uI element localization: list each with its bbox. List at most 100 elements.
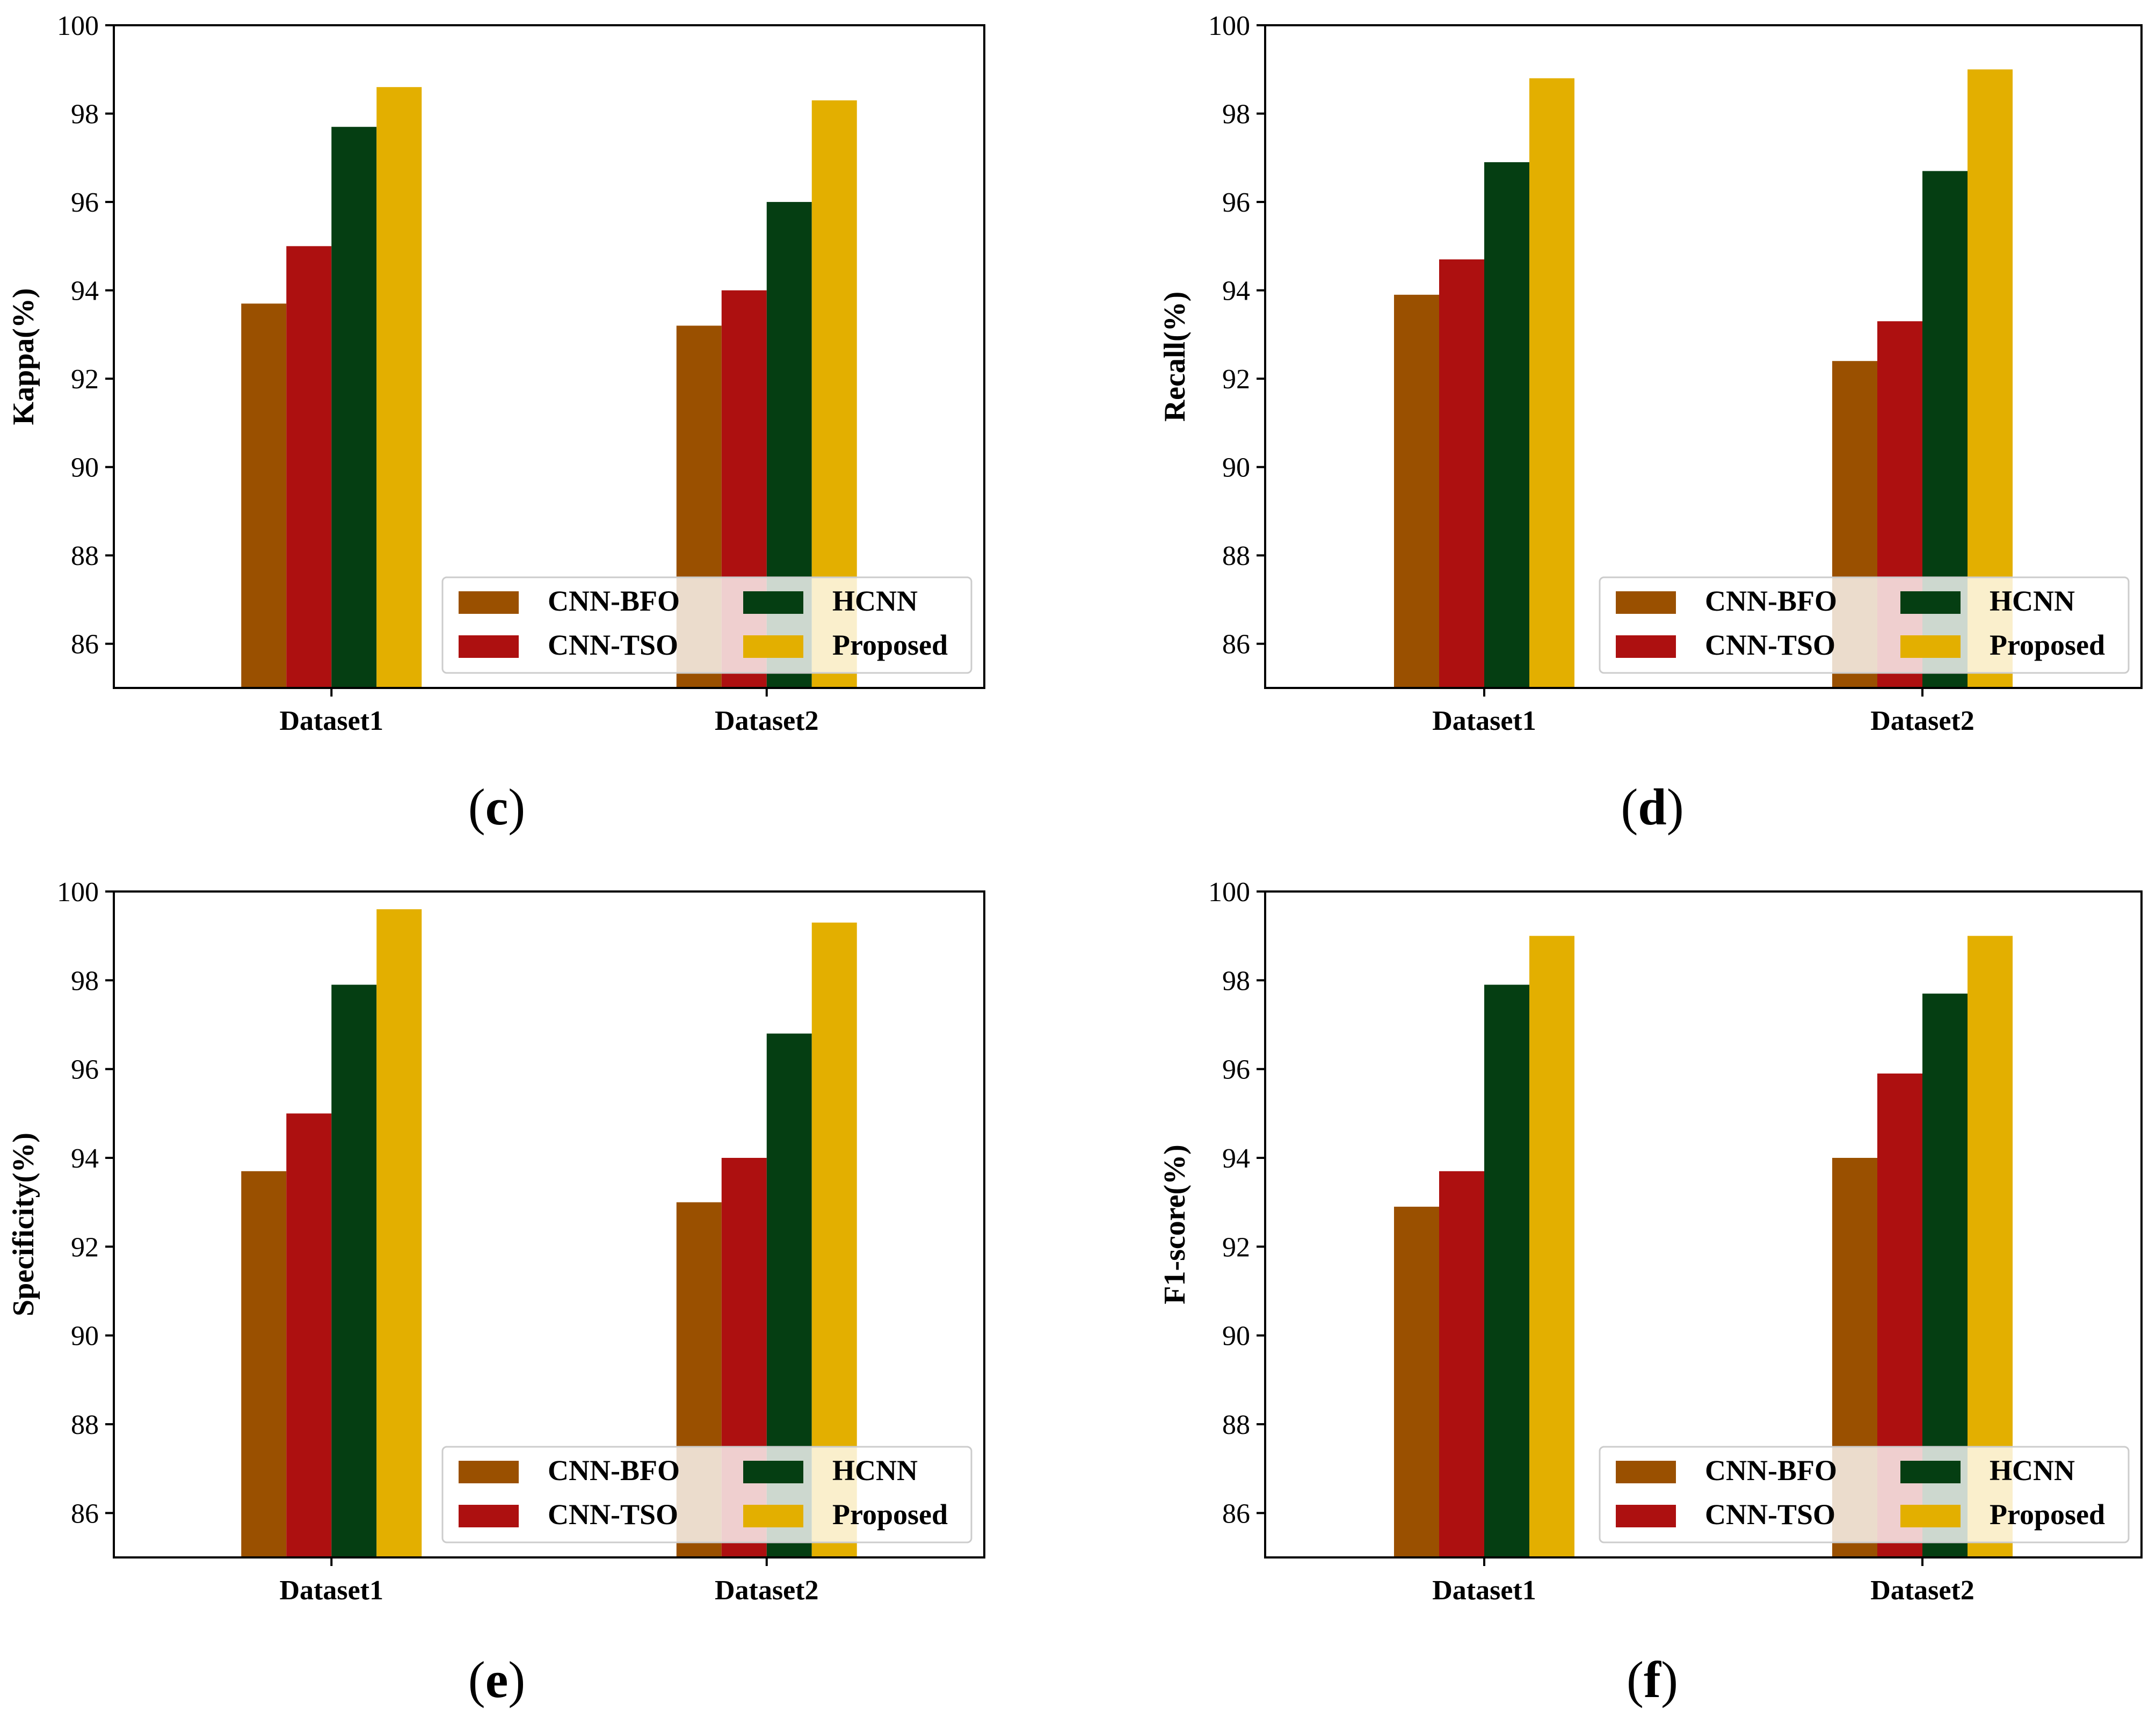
y-tick-label: 88 bbox=[1222, 541, 1250, 571]
legend-label-cnn-tso: CNN-TSO bbox=[1705, 1498, 1835, 1531]
panel-label-letter: c bbox=[485, 778, 509, 836]
y-tick-label: 92 bbox=[71, 1232, 99, 1263]
chart-panel-d: CNN-BFO CNN-TSO HCNN Proposed 86 88 90 92 94 96 98… bbox=[1158, 11, 2143, 836]
y-tick-label: 96 bbox=[1222, 187, 1250, 218]
bar-cnn-bfo-dataset1 bbox=[1394, 1206, 1439, 1557]
y-tick-label: 100 bbox=[57, 11, 99, 41]
panel-label: (c) bbox=[468, 778, 526, 836]
bar-hcnn-dataset1 bbox=[331, 127, 377, 688]
y-tick-label: 90 bbox=[71, 1321, 99, 1352]
y-tick-label: 100 bbox=[1208, 11, 1250, 41]
legend-swatch-hcnn bbox=[743, 1461, 803, 1483]
bar-cnn-tso-dataset1 bbox=[1439, 1171, 1484, 1557]
y-tick-label: 96 bbox=[1222, 1055, 1250, 1085]
legend-label-cnn-tso: CNN-TSO bbox=[548, 629, 678, 661]
bar-cnn-tso-dataset1 bbox=[1439, 259, 1484, 688]
y-tick-label: 92 bbox=[1222, 1232, 1250, 1263]
legend-swatch-proposed bbox=[1900, 1505, 1961, 1527]
legend-frame bbox=[441, 576, 972, 674]
y-tick-label: 94 bbox=[1222, 276, 1250, 307]
panel-label: (e) bbox=[468, 1651, 526, 1708]
y-tick-label: 90 bbox=[1222, 1321, 1250, 1352]
y-tick-label: 96 bbox=[71, 1055, 99, 1085]
bar-cnn-bfo-dataset1 bbox=[1394, 294, 1439, 688]
legend-label-cnn-tso: CNN-TSO bbox=[548, 1498, 678, 1531]
chart-panel-c: CNN-BFO CNN-TSO HCNN Proposed 86 88 90 92 94 96 98… bbox=[7, 11, 985, 836]
panel-label-open-paren: ( bbox=[1627, 1651, 1644, 1708]
y-tick-label: 86 bbox=[71, 1498, 99, 1529]
y-tick-label: 92 bbox=[1222, 364, 1250, 395]
bar-cnn-bfo-dataset1 bbox=[241, 303, 287, 688]
legend-label-proposed: Proposed bbox=[832, 1498, 948, 1531]
bar-proposed-dataset1 bbox=[1529, 78, 1574, 688]
legend-label-cnn-tso: CNN-TSO bbox=[1705, 629, 1835, 661]
x-tick-label-dataset1: Dataset1 bbox=[279, 706, 383, 736]
x-tick-label-dataset2: Dataset2 bbox=[715, 706, 819, 736]
legend-swatch-hcnn bbox=[1900, 591, 1961, 614]
y-tick-label: 94 bbox=[71, 1143, 99, 1174]
y-tick-label: 90 bbox=[1222, 453, 1250, 483]
legend: CNN-BFO CNN-TSO HCNN Proposed bbox=[441, 1446, 972, 1543]
legend: CNN-BFO CNN-TSO HCNN Proposed bbox=[1599, 576, 2130, 674]
x-tick-label-dataset2: Dataset2 bbox=[1870, 1575, 1974, 1606]
y-tick-label: 86 bbox=[71, 629, 99, 660]
x-tick-label-dataset1: Dataset1 bbox=[1432, 1575, 1536, 1606]
panel-label-letter: f bbox=[1644, 1651, 1661, 1708]
panel-label-open-paren: ( bbox=[468, 778, 485, 836]
y-axis-label: Kappa(%) bbox=[7, 288, 40, 425]
legend-swatch-cnn-tso bbox=[1616, 635, 1676, 658]
bar-proposed-dataset1 bbox=[376, 909, 422, 1557]
panel-label-close-paren: ) bbox=[1661, 1651, 1678, 1708]
legend-frame bbox=[1599, 576, 2130, 674]
y-tick-label: 100 bbox=[1208, 877, 1250, 908]
axes-frame bbox=[113, 890, 985, 1558]
legend-swatch-cnn-bfo bbox=[1616, 1461, 1676, 1483]
legend-label-proposed: Proposed bbox=[832, 629, 948, 661]
legend-swatch-cnn-tso bbox=[1616, 1505, 1676, 1527]
y-tick-label: 98 bbox=[1222, 966, 1250, 996]
legend-swatch-cnn-tso bbox=[459, 1505, 519, 1527]
y-tick-label: 88 bbox=[71, 541, 99, 571]
legend-label-proposed: Proposed bbox=[1990, 629, 2105, 661]
x-tick-label-dataset1: Dataset1 bbox=[279, 1575, 383, 1606]
panel-label-letter: d bbox=[1638, 778, 1666, 836]
legend-label-hcnn: HCNN bbox=[832, 585, 918, 617]
legend-frame bbox=[1599, 1446, 2130, 1543]
panel-label-open-paren: ( bbox=[468, 1651, 485, 1708]
bar-proposed-dataset1 bbox=[376, 87, 422, 688]
axes-frame bbox=[1264, 890, 2143, 1558]
legend-swatch-hcnn bbox=[1900, 1461, 1961, 1483]
legend-swatch-cnn-tso bbox=[459, 635, 519, 658]
bar-hcnn-dataset1 bbox=[1484, 162, 1529, 688]
legend-label-cnn-bfo: CNN-BFO bbox=[548, 585, 680, 617]
legend-label-proposed: Proposed bbox=[1990, 1498, 2105, 1531]
y-tick-label: 88 bbox=[71, 1410, 99, 1440]
bar-proposed-dataset1 bbox=[1529, 936, 1574, 1557]
bar-cnn-tso-dataset1 bbox=[286, 246, 332, 688]
bar-hcnn-dataset1 bbox=[1484, 984, 1529, 1557]
legend: CNN-BFO CNN-TSO HCNN Proposed bbox=[441, 576, 972, 674]
panel-label-close-paren: ) bbox=[508, 778, 525, 836]
axes-frame bbox=[113, 24, 985, 689]
legend: CNN-BFO CNN-TSO HCNN Proposed bbox=[1599, 1446, 2130, 1543]
legend-label-cnn-bfo: CNN-BFO bbox=[548, 1454, 680, 1487]
y-tick-label: 100 bbox=[57, 877, 99, 908]
panel-label-close-paren: ) bbox=[1667, 778, 1684, 836]
legend-swatch-cnn-bfo bbox=[459, 1461, 519, 1483]
x-tick-label-dataset2: Dataset2 bbox=[715, 1575, 819, 1606]
y-tick-label: 92 bbox=[71, 364, 99, 395]
legend-label-cnn-bfo: CNN-BFO bbox=[1705, 585, 1837, 617]
panel-label-open-paren: ( bbox=[1621, 778, 1638, 836]
legend-swatch-proposed bbox=[743, 635, 803, 658]
y-axis-label: Recall(%) bbox=[1158, 292, 1192, 422]
y-axis-label: F1-score(%) bbox=[1158, 1144, 1192, 1304]
legend-label-cnn-bfo: CNN-BFO bbox=[1705, 1454, 1837, 1487]
y-tick-label: 98 bbox=[71, 966, 99, 996]
legend-frame bbox=[441, 1446, 972, 1543]
legend-swatch-proposed bbox=[1900, 635, 1961, 658]
bar-cnn-tso-dataset1 bbox=[286, 1113, 332, 1557]
y-tick-label: 94 bbox=[71, 276, 99, 307]
y-tick-label: 86 bbox=[1222, 1498, 1250, 1529]
y-tick-label: 90 bbox=[71, 453, 99, 483]
